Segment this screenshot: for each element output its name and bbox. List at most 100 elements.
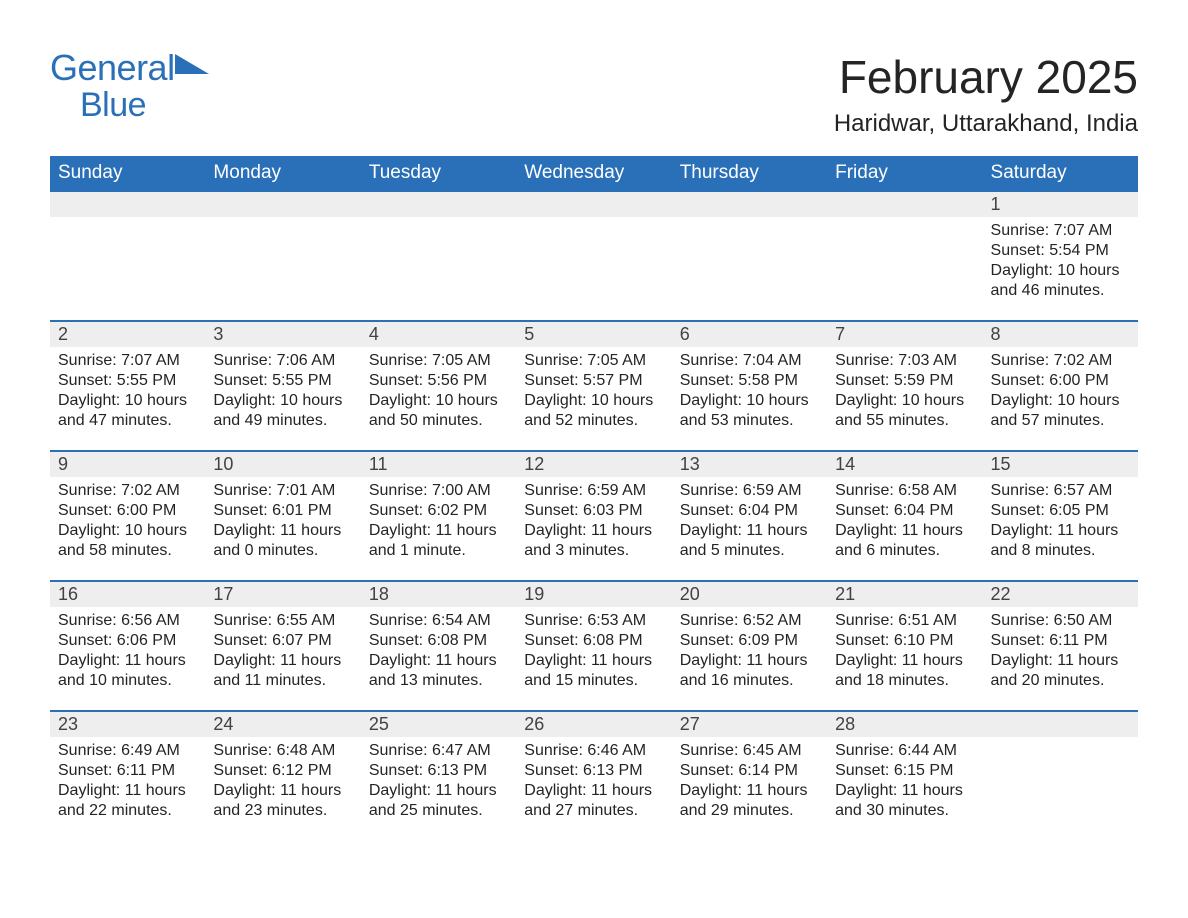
- sunset-text: Sunset: 5:59 PM: [835, 371, 974, 391]
- day-number-cell: 12: [516, 451, 671, 477]
- sunrise-text: Sunrise: 7:03 AM: [835, 351, 974, 371]
- weekday-header: Thursday: [672, 156, 827, 191]
- day-content-cell: Sunrise: 7:05 AMSunset: 5:57 PMDaylight:…: [516, 347, 671, 451]
- sunset-text: Sunset: 6:08 PM: [369, 631, 508, 651]
- page-title: February 2025: [834, 50, 1138, 104]
- day-number-cell: 25: [361, 711, 516, 737]
- day-number-cell: 11: [361, 451, 516, 477]
- sunset-text: Sunset: 5:56 PM: [369, 371, 508, 391]
- sunrise-text: Sunrise: 6:54 AM: [369, 611, 508, 631]
- day-content-row: Sunrise: 7:07 AMSunset: 5:54 PMDaylight:…: [50, 217, 1138, 321]
- sunrise-text: Sunrise: 6:48 AM: [213, 741, 352, 761]
- day-number-cell: 14: [827, 451, 982, 477]
- sunrise-text: Sunrise: 6:52 AM: [680, 611, 819, 631]
- day-content-cell: Sunrise: 6:45 AMSunset: 6:14 PMDaylight:…: [672, 737, 827, 841]
- day-content-cell: [50, 217, 205, 321]
- sunrise-text: Sunrise: 7:02 AM: [58, 481, 197, 501]
- page-subtitle: Haridwar, Uttarakhand, India: [834, 110, 1138, 138]
- weekday-header: Monday: [205, 156, 360, 191]
- day-number-cell: 2: [50, 321, 205, 347]
- day-content-cell: Sunrise: 6:50 AMSunset: 6:11 PMDaylight:…: [983, 607, 1138, 711]
- sunrise-text: Sunrise: 6:59 AM: [680, 481, 819, 501]
- sunrise-text: Sunrise: 6:46 AM: [524, 741, 663, 761]
- sunset-text: Sunset: 6:00 PM: [58, 501, 197, 521]
- sunrise-text: Sunrise: 7:05 AM: [524, 351, 663, 371]
- daylight-text: Daylight: 11 hours and 1 minute.: [369, 521, 508, 561]
- day-content-cell: Sunrise: 7:05 AMSunset: 5:56 PMDaylight:…: [361, 347, 516, 451]
- daylight-text: Daylight: 10 hours and 55 minutes.: [835, 391, 974, 431]
- daylight-text: Daylight: 11 hours and 6 minutes.: [835, 521, 974, 561]
- day-number-cell: 9: [50, 451, 205, 477]
- sunrise-text: Sunrise: 6:53 AM: [524, 611, 663, 631]
- sunset-text: Sunset: 6:04 PM: [835, 501, 974, 521]
- daylight-text: Daylight: 10 hours and 46 minutes.: [991, 261, 1130, 301]
- day-content-cell: Sunrise: 6:47 AMSunset: 6:13 PMDaylight:…: [361, 737, 516, 841]
- weekday-header: Saturday: [983, 156, 1138, 191]
- day-number-cell: 20: [672, 581, 827, 607]
- day-content-cell: Sunrise: 7:06 AMSunset: 5:55 PMDaylight:…: [205, 347, 360, 451]
- weekday-header: Tuesday: [361, 156, 516, 191]
- day-content-cell: [516, 217, 671, 321]
- daylight-text: Daylight: 11 hours and 20 minutes.: [991, 651, 1130, 691]
- day-content-cell: Sunrise: 6:48 AMSunset: 6:12 PMDaylight:…: [205, 737, 360, 841]
- sunrise-text: Sunrise: 6:47 AM: [369, 741, 508, 761]
- day-number-cell: 28: [827, 711, 982, 737]
- sunset-text: Sunset: 5:55 PM: [213, 371, 352, 391]
- daylight-text: Daylight: 10 hours and 53 minutes.: [680, 391, 819, 431]
- daylight-text: Daylight: 11 hours and 29 minutes.: [680, 781, 819, 821]
- sunset-text: Sunset: 6:13 PM: [369, 761, 508, 781]
- sunrise-text: Sunrise: 6:50 AM: [991, 611, 1130, 631]
- day-number-cell: 10: [205, 451, 360, 477]
- sunset-text: Sunset: 6:13 PM: [524, 761, 663, 781]
- sunrise-text: Sunrise: 6:45 AM: [680, 741, 819, 761]
- daylight-text: Daylight: 11 hours and 15 minutes.: [524, 651, 663, 691]
- day-number-cell: 4: [361, 321, 516, 347]
- sunset-text: Sunset: 6:05 PM: [991, 501, 1130, 521]
- sunset-text: Sunset: 6:07 PM: [213, 631, 352, 651]
- daylight-text: Daylight: 11 hours and 30 minutes.: [835, 781, 974, 821]
- sunset-text: Sunset: 6:09 PM: [680, 631, 819, 651]
- sunrise-text: Sunrise: 7:05 AM: [369, 351, 508, 371]
- sunset-text: Sunset: 6:11 PM: [991, 631, 1130, 651]
- daylight-text: Daylight: 10 hours and 49 minutes.: [213, 391, 352, 431]
- sunset-text: Sunset: 6:10 PM: [835, 631, 974, 651]
- daylight-text: Daylight: 11 hours and 22 minutes.: [58, 781, 197, 821]
- day-content-cell: [827, 217, 982, 321]
- day-content-cell: [361, 217, 516, 321]
- day-content-row: Sunrise: 7:02 AMSunset: 6:00 PMDaylight:…: [50, 477, 1138, 581]
- sunrise-text: Sunrise: 7:00 AM: [369, 481, 508, 501]
- day-content-cell: Sunrise: 7:04 AMSunset: 5:58 PMDaylight:…: [672, 347, 827, 451]
- day-content-cell: [672, 217, 827, 321]
- day-content-cell: Sunrise: 6:54 AMSunset: 6:08 PMDaylight:…: [361, 607, 516, 711]
- daylight-text: Daylight: 11 hours and 3 minutes.: [524, 521, 663, 561]
- sunrise-text: Sunrise: 7:06 AM: [213, 351, 352, 371]
- day-number-cell: 18: [361, 581, 516, 607]
- daylight-text: Daylight: 10 hours and 58 minutes.: [58, 521, 197, 561]
- sunset-text: Sunset: 6:11 PM: [58, 761, 197, 781]
- sunrise-text: Sunrise: 6:55 AM: [213, 611, 352, 631]
- daylight-text: Daylight: 10 hours and 47 minutes.: [58, 391, 197, 431]
- sunset-text: Sunset: 6:15 PM: [835, 761, 974, 781]
- weekday-header: Sunday: [50, 156, 205, 191]
- sunrise-text: Sunrise: 6:49 AM: [58, 741, 197, 761]
- day-number-cell: [50, 191, 205, 217]
- weekday-header: Wednesday: [516, 156, 671, 191]
- logo-line2: Blue: [80, 88, 146, 122]
- sunset-text: Sunset: 6:12 PM: [213, 761, 352, 781]
- day-number-cell: 23: [50, 711, 205, 737]
- day-number-row: 16171819202122: [50, 581, 1138, 607]
- sunrise-text: Sunrise: 6:57 AM: [991, 481, 1130, 501]
- sunrise-text: Sunrise: 7:07 AM: [991, 221, 1130, 241]
- day-number-row: 9101112131415: [50, 451, 1138, 477]
- sunset-text: Sunset: 5:57 PM: [524, 371, 663, 391]
- day-content-cell: Sunrise: 7:07 AMSunset: 5:54 PMDaylight:…: [983, 217, 1138, 321]
- daylight-text: Daylight: 11 hours and 5 minutes.: [680, 521, 819, 561]
- day-content-row: Sunrise: 7:07 AMSunset: 5:55 PMDaylight:…: [50, 347, 1138, 451]
- day-content-cell: Sunrise: 7:02 AMSunset: 6:00 PMDaylight:…: [983, 347, 1138, 451]
- day-content-cell: Sunrise: 7:07 AMSunset: 5:55 PMDaylight:…: [50, 347, 205, 451]
- day-content-cell: Sunrise: 6:57 AMSunset: 6:05 PMDaylight:…: [983, 477, 1138, 581]
- day-number-cell: 27: [672, 711, 827, 737]
- day-content-cell: Sunrise: 7:03 AMSunset: 5:59 PMDaylight:…: [827, 347, 982, 451]
- sunset-text: Sunset: 5:54 PM: [991, 241, 1130, 261]
- sunset-text: Sunset: 6:02 PM: [369, 501, 508, 521]
